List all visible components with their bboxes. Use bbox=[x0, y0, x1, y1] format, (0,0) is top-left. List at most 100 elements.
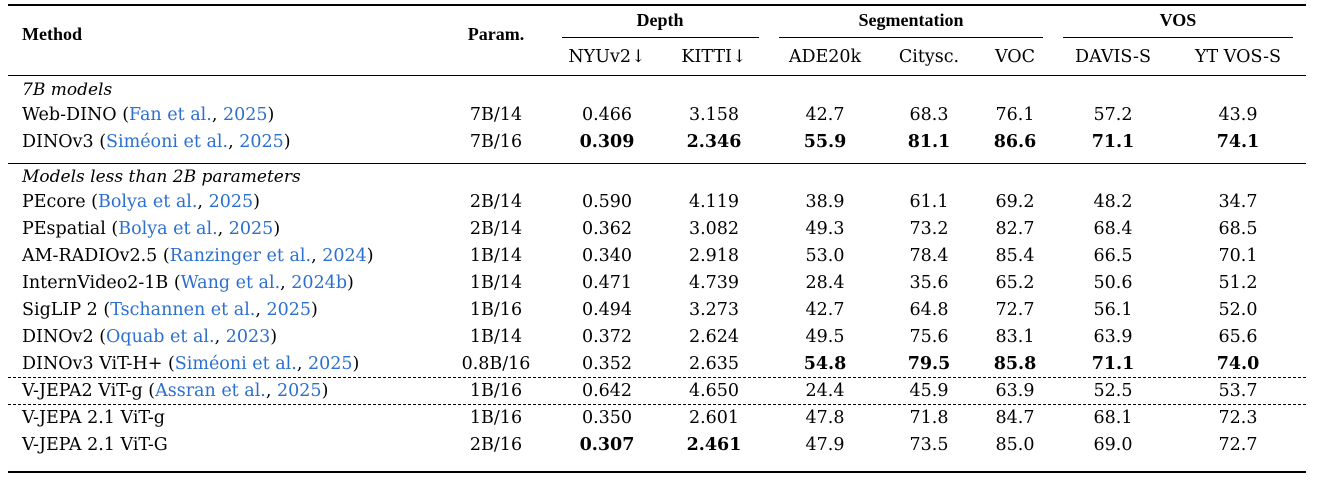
segmentation-cmidrule bbox=[779, 37, 1043, 38]
value-cell: 79.5 bbox=[907, 354, 951, 374]
bottom-rule bbox=[8, 471, 1306, 473]
citation-link[interactable]: Oquab et al. bbox=[106, 327, 215, 347]
value-cell: 57.2 bbox=[1093, 105, 1133, 125]
model-name: SigLIP 2 bbox=[22, 300, 98, 320]
citation-year-link[interactable]: 2025 bbox=[222, 105, 268, 125]
citation-link[interactable]: Wang et al. bbox=[180, 273, 281, 293]
value-cell: 2.918 bbox=[688, 246, 740, 266]
citation-year-link[interactable]: 2024b bbox=[291, 273, 348, 293]
param-cell: 7B/14 bbox=[469, 105, 523, 125]
param-cell: 1B/14 bbox=[469, 273, 523, 293]
param-cell: 1B/16 bbox=[469, 300, 523, 320]
citation-year-link[interactable]: 2025 bbox=[239, 132, 284, 152]
method-name: Web-DINO (Fan et al., 2025) bbox=[22, 105, 275, 125]
value-cell: 66.5 bbox=[1093, 246, 1133, 266]
method-name: V-JEPA 2.1 ViT-G bbox=[22, 435, 168, 455]
citation-year-link[interactable]: 2025 bbox=[307, 354, 353, 374]
header-col-voc: VOC bbox=[994, 47, 1036, 67]
citation-link[interactable]: Fan et al. bbox=[129, 105, 212, 125]
value-cell: 0.307 bbox=[579, 435, 635, 455]
citation-link[interactable]: Siméoni et al. bbox=[174, 354, 297, 374]
value-cell: 63.9 bbox=[1093, 327, 1133, 347]
value-cell: 0.466 bbox=[581, 105, 633, 125]
header-col-ade20k: ADE20k bbox=[788, 47, 862, 67]
model-name: PEspatial bbox=[22, 219, 106, 239]
citation-link[interactable]: Bolya et al. bbox=[98, 192, 198, 212]
citation-year-link[interactable]: 2025 bbox=[266, 300, 312, 320]
method-name: V-JEPA 2.1 ViT-g bbox=[22, 408, 165, 428]
value-cell: 75.6 bbox=[909, 327, 949, 347]
citation-year-link[interactable]: 2023 bbox=[225, 327, 271, 347]
value-cell: 82.7 bbox=[995, 219, 1035, 239]
model-name: V-JEPA2 ViT-g bbox=[22, 381, 143, 401]
citation-link[interactable]: Siméoni et al. bbox=[106, 132, 229, 152]
value-cell: 2.624 bbox=[688, 327, 740, 347]
value-cell: 35.6 bbox=[909, 273, 949, 293]
value-cell: 53.0 bbox=[805, 246, 845, 266]
citation-year-link[interactable]: 2025 bbox=[228, 219, 274, 239]
group-separator-dashed bbox=[8, 404, 1306, 405]
model-name: AM-RADIOv2.5 bbox=[22, 246, 158, 266]
param-cell: 2B/16 bbox=[469, 435, 523, 455]
method-name: PEcore (Bolya et al., 2025) bbox=[22, 192, 260, 212]
value-cell: 61.1 bbox=[909, 192, 949, 212]
value-cell: 45.9 bbox=[909, 381, 949, 401]
method-name: DINOv3 ViT-H+ (Siméoni et al., 2025) bbox=[22, 354, 360, 374]
citation-link[interactable]: Tschannen et al. bbox=[110, 300, 256, 320]
value-cell: 72.3 bbox=[1218, 408, 1258, 428]
param-cell: 0.8B/16 bbox=[461, 354, 531, 374]
value-cell: 38.9 bbox=[805, 192, 845, 212]
value-cell: 42.7 bbox=[805, 300, 845, 320]
value-cell: 69.2 bbox=[995, 192, 1035, 212]
value-cell: 50.6 bbox=[1093, 273, 1133, 293]
value-cell: 3.158 bbox=[688, 105, 740, 125]
citation-year-link[interactable]: 2025 bbox=[208, 192, 254, 212]
top-rule bbox=[8, 4, 1306, 6]
value-cell: 47.8 bbox=[805, 408, 845, 428]
method-name: SigLIP 2 (Tschannen et al., 2025) bbox=[22, 300, 318, 320]
method-name: DINOv3 (Siméoni et al., 2025) bbox=[22, 132, 291, 152]
header-bottom-rule bbox=[8, 75, 1306, 76]
citation-link[interactable]: Assran et al. bbox=[155, 381, 266, 401]
value-cell: 2.461 bbox=[686, 435, 742, 455]
header-params: Param. bbox=[467, 24, 525, 44]
header-col-ytvos: YT VOS-S bbox=[1195, 47, 1281, 67]
value-cell: 4.650 bbox=[688, 381, 740, 401]
value-cell: 74.0 bbox=[1216, 354, 1260, 374]
value-cell: 68.5 bbox=[1218, 219, 1258, 239]
value-cell: 69.0 bbox=[1093, 435, 1133, 455]
value-cell: 52.5 bbox=[1093, 381, 1133, 401]
value-cell: 73.2 bbox=[909, 219, 949, 239]
model-name: V-JEPA 2.1 ViT-g bbox=[22, 408, 165, 428]
value-cell: 0.352 bbox=[581, 354, 633, 374]
header-col-kitti: KITTI↓ bbox=[681, 47, 747, 67]
value-cell: 2.601 bbox=[688, 408, 740, 428]
value-cell: 0.340 bbox=[581, 246, 633, 266]
value-cell: 4.119 bbox=[688, 192, 740, 212]
value-cell: 85.0 bbox=[995, 435, 1035, 455]
header-group-vos: VOS bbox=[1159, 10, 1197, 30]
value-cell: 0.590 bbox=[581, 192, 633, 212]
citation-year-link[interactable]: 2024 bbox=[322, 246, 367, 266]
value-cell: 42.7 bbox=[805, 105, 845, 125]
citation-link[interactable]: Ranzinger et al. bbox=[169, 246, 312, 266]
value-cell: 43.9 bbox=[1218, 105, 1258, 125]
value-cell: 86.6 bbox=[993, 132, 1037, 152]
value-cell: 3.082 bbox=[688, 219, 740, 239]
header-col-citysc: Citysc. bbox=[898, 47, 960, 67]
value-cell: 73.5 bbox=[909, 435, 949, 455]
model-name: DINOv3 ViT-H+ bbox=[22, 354, 163, 374]
header-col-nyuv2: NYUv2↓ bbox=[568, 47, 646, 67]
value-cell: 81.1 bbox=[907, 132, 951, 152]
citation-year-link[interactable]: 2025 bbox=[277, 381, 322, 401]
value-cell: 24.4 bbox=[805, 381, 845, 401]
value-cell: 72.7 bbox=[1218, 435, 1258, 455]
header-method: Method bbox=[22, 24, 82, 44]
value-cell: 2.346 bbox=[686, 132, 742, 152]
citation-link[interactable]: Bolya et al. bbox=[118, 219, 218, 239]
value-cell: 68.1 bbox=[1093, 408, 1133, 428]
model-name: V-JEPA 2.1 ViT-G bbox=[22, 435, 168, 455]
value-cell: 54.8 bbox=[803, 354, 847, 374]
value-cell: 52.0 bbox=[1218, 300, 1258, 320]
